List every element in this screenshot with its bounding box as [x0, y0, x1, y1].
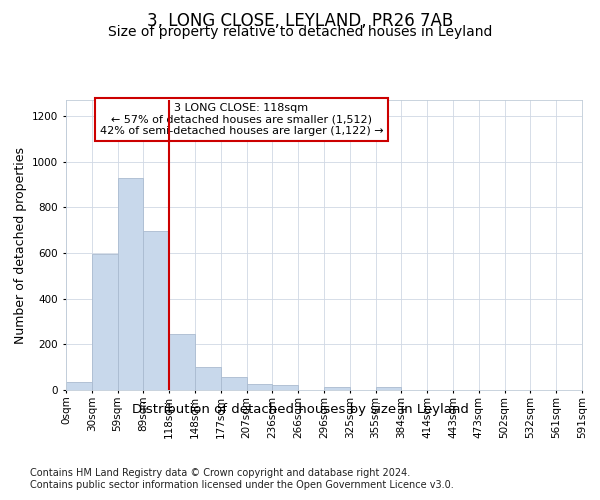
Bar [169, 334, 195, 390]
Bar [324, 388, 350, 390]
Bar [66, 382, 92, 390]
Bar [118, 178, 143, 390]
Bar [272, 386, 298, 390]
Text: Contains HM Land Registry data © Crown copyright and database right 2024.: Contains HM Land Registry data © Crown c… [30, 468, 410, 477]
Text: 3, LONG CLOSE, LEYLAND, PR26 7AB: 3, LONG CLOSE, LEYLAND, PR26 7AB [147, 12, 453, 30]
Text: Size of property relative to detached houses in Leyland: Size of property relative to detached ho… [108, 25, 492, 39]
Bar [143, 232, 169, 390]
Y-axis label: Number of detached properties: Number of detached properties [14, 146, 26, 344]
Bar [195, 367, 221, 390]
Text: Contains public sector information licensed under the Open Government Licence v3: Contains public sector information licen… [30, 480, 454, 490]
Text: Distribution of detached houses by size in Leyland: Distribution of detached houses by size … [131, 402, 469, 415]
Text: 3 LONG CLOSE: 118sqm
← 57% of detached houses are smaller (1,512)
42% of semi-de: 3 LONG CLOSE: 118sqm ← 57% of detached h… [100, 103, 383, 136]
Bar [221, 378, 247, 390]
Bar [92, 254, 118, 390]
Bar [376, 388, 401, 390]
Bar [247, 384, 272, 390]
